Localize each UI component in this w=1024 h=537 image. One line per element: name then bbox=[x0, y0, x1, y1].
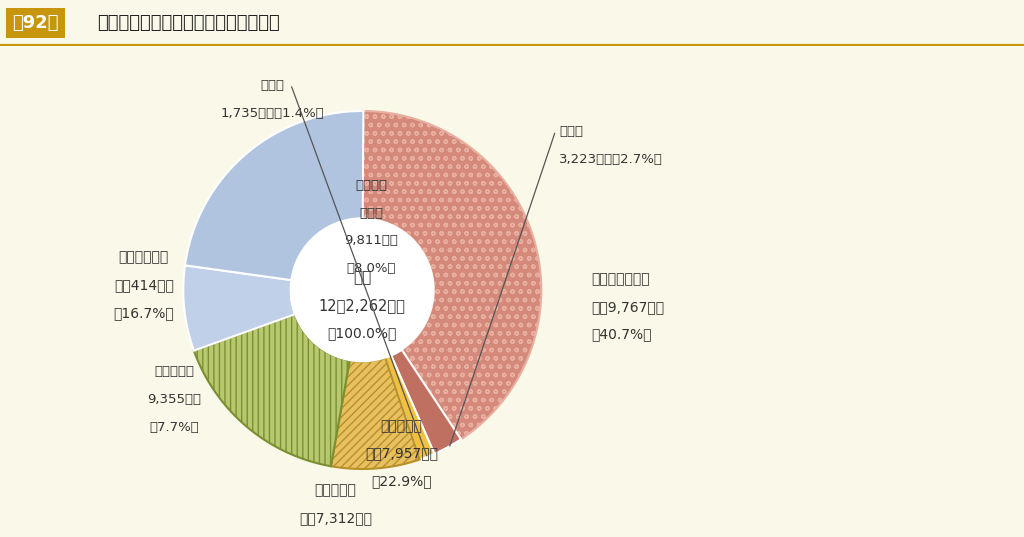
Text: （100.0%）: （100.0%） bbox=[328, 326, 397, 340]
Text: 支払基金交付金: 支払基金交付金 bbox=[592, 272, 650, 286]
Text: 国庫補助金: 国庫補助金 bbox=[155, 365, 195, 378]
Text: 9,811億円: 9,811億円 bbox=[344, 235, 398, 248]
Text: ２兆414億円: ２兆414億円 bbox=[114, 278, 174, 292]
Text: 市町村支出金: 市町村支出金 bbox=[119, 251, 169, 265]
Text: （22.9%）: （22.9%） bbox=[372, 474, 432, 488]
Text: 9,355億円: 9,355億円 bbox=[147, 393, 202, 406]
Text: ２兆7,957億円: ２兆7,957億円 bbox=[366, 447, 438, 461]
Text: 1,735億円（1.4%）: 1,735億円（1.4%） bbox=[221, 106, 325, 120]
Text: （8.0%）: （8.0%） bbox=[346, 262, 396, 275]
Polygon shape bbox=[183, 265, 295, 351]
Text: ４兆9,767億円: ４兆9,767億円 bbox=[592, 300, 665, 314]
Polygon shape bbox=[385, 355, 434, 460]
Text: 支出金: 支出金 bbox=[359, 207, 383, 220]
Text: 繰入金: 繰入金 bbox=[261, 79, 285, 92]
Polygon shape bbox=[185, 111, 364, 280]
Text: ３兆7,312億円: ３兆7,312億円 bbox=[299, 511, 372, 525]
Text: 歳入: 歳入 bbox=[353, 270, 372, 285]
Text: 第92図: 第92図 bbox=[12, 14, 58, 32]
Text: （16.7%）: （16.7%） bbox=[114, 306, 174, 320]
Text: 12兆2,262億円: 12兆2,262億円 bbox=[318, 297, 406, 313]
Polygon shape bbox=[362, 111, 542, 439]
Polygon shape bbox=[331, 358, 420, 469]
Text: 国庫負担金: 国庫負担金 bbox=[381, 419, 423, 433]
Text: 都道府県: 都道府県 bbox=[355, 179, 387, 192]
Polygon shape bbox=[194, 314, 350, 466]
Text: 3,223億円（2.7%）: 3,223億円（2.7%） bbox=[559, 153, 664, 166]
Circle shape bbox=[291, 219, 434, 361]
Polygon shape bbox=[391, 350, 461, 454]
Text: （40.7%）: （40.7%） bbox=[592, 328, 652, 342]
Text: 国庫支出金: 国庫支出金 bbox=[314, 483, 356, 497]
Text: 後期高齢者医療事業の歳入決算の状況: 後期高齢者医療事業の歳入決算の状況 bbox=[97, 14, 280, 32]
Text: （7.7%）: （7.7%） bbox=[150, 420, 200, 434]
Text: その他: その他 bbox=[559, 125, 584, 139]
